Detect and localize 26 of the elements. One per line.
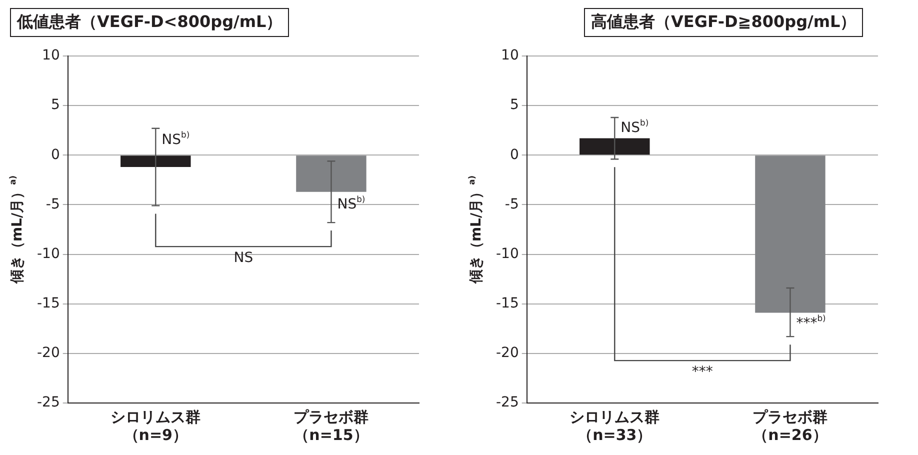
chart-title: 低値患者（VEGF-D<800pg/mL） [10, 8, 290, 37]
x-tick-label: プラセボ群（n=26） [752, 408, 828, 444]
annotation: NS [234, 250, 254, 266]
chart-title: 高値患者（VEGF-D≧800pg/mL） [584, 8, 864, 37]
y-tick-label: -15 [36, 296, 60, 312]
y-tick-label: -25 [496, 394, 519, 411]
annotation: *** [692, 364, 713, 380]
y-tick-label: -20 [36, 345, 60, 362]
y-tick-label: -20 [496, 345, 519, 362]
y-tick-label: -15 [496, 296, 519, 312]
y-tick-label: -10 [496, 246, 519, 262]
y-tick-label: 5 [50, 97, 60, 114]
y-tick-label: 10 [42, 48, 60, 64]
x-tick-label: プラセボ群（n=15） [294, 408, 369, 444]
y-tick-label: 0 [50, 146, 60, 163]
y-tick-label: 5 [510, 97, 519, 114]
y-tick-label: 10 [501, 48, 519, 64]
y-axis-title: 傾き（mL/月）a) [7, 175, 26, 285]
y-tick-label: -5 [46, 196, 60, 212]
x-tick-label: シロリムス群（n=9） [110, 408, 201, 444]
y-tick-label: 0 [510, 146, 519, 163]
y-tick-label: -5 [504, 196, 519, 212]
y-axis-title: 傾き（mL/月）a) [466, 175, 485, 285]
y-tick-label: -25 [36, 394, 60, 411]
y-tick-label: -10 [36, 246, 60, 262]
x-tick-label: シロリムス群（n=33） [570, 408, 660, 444]
